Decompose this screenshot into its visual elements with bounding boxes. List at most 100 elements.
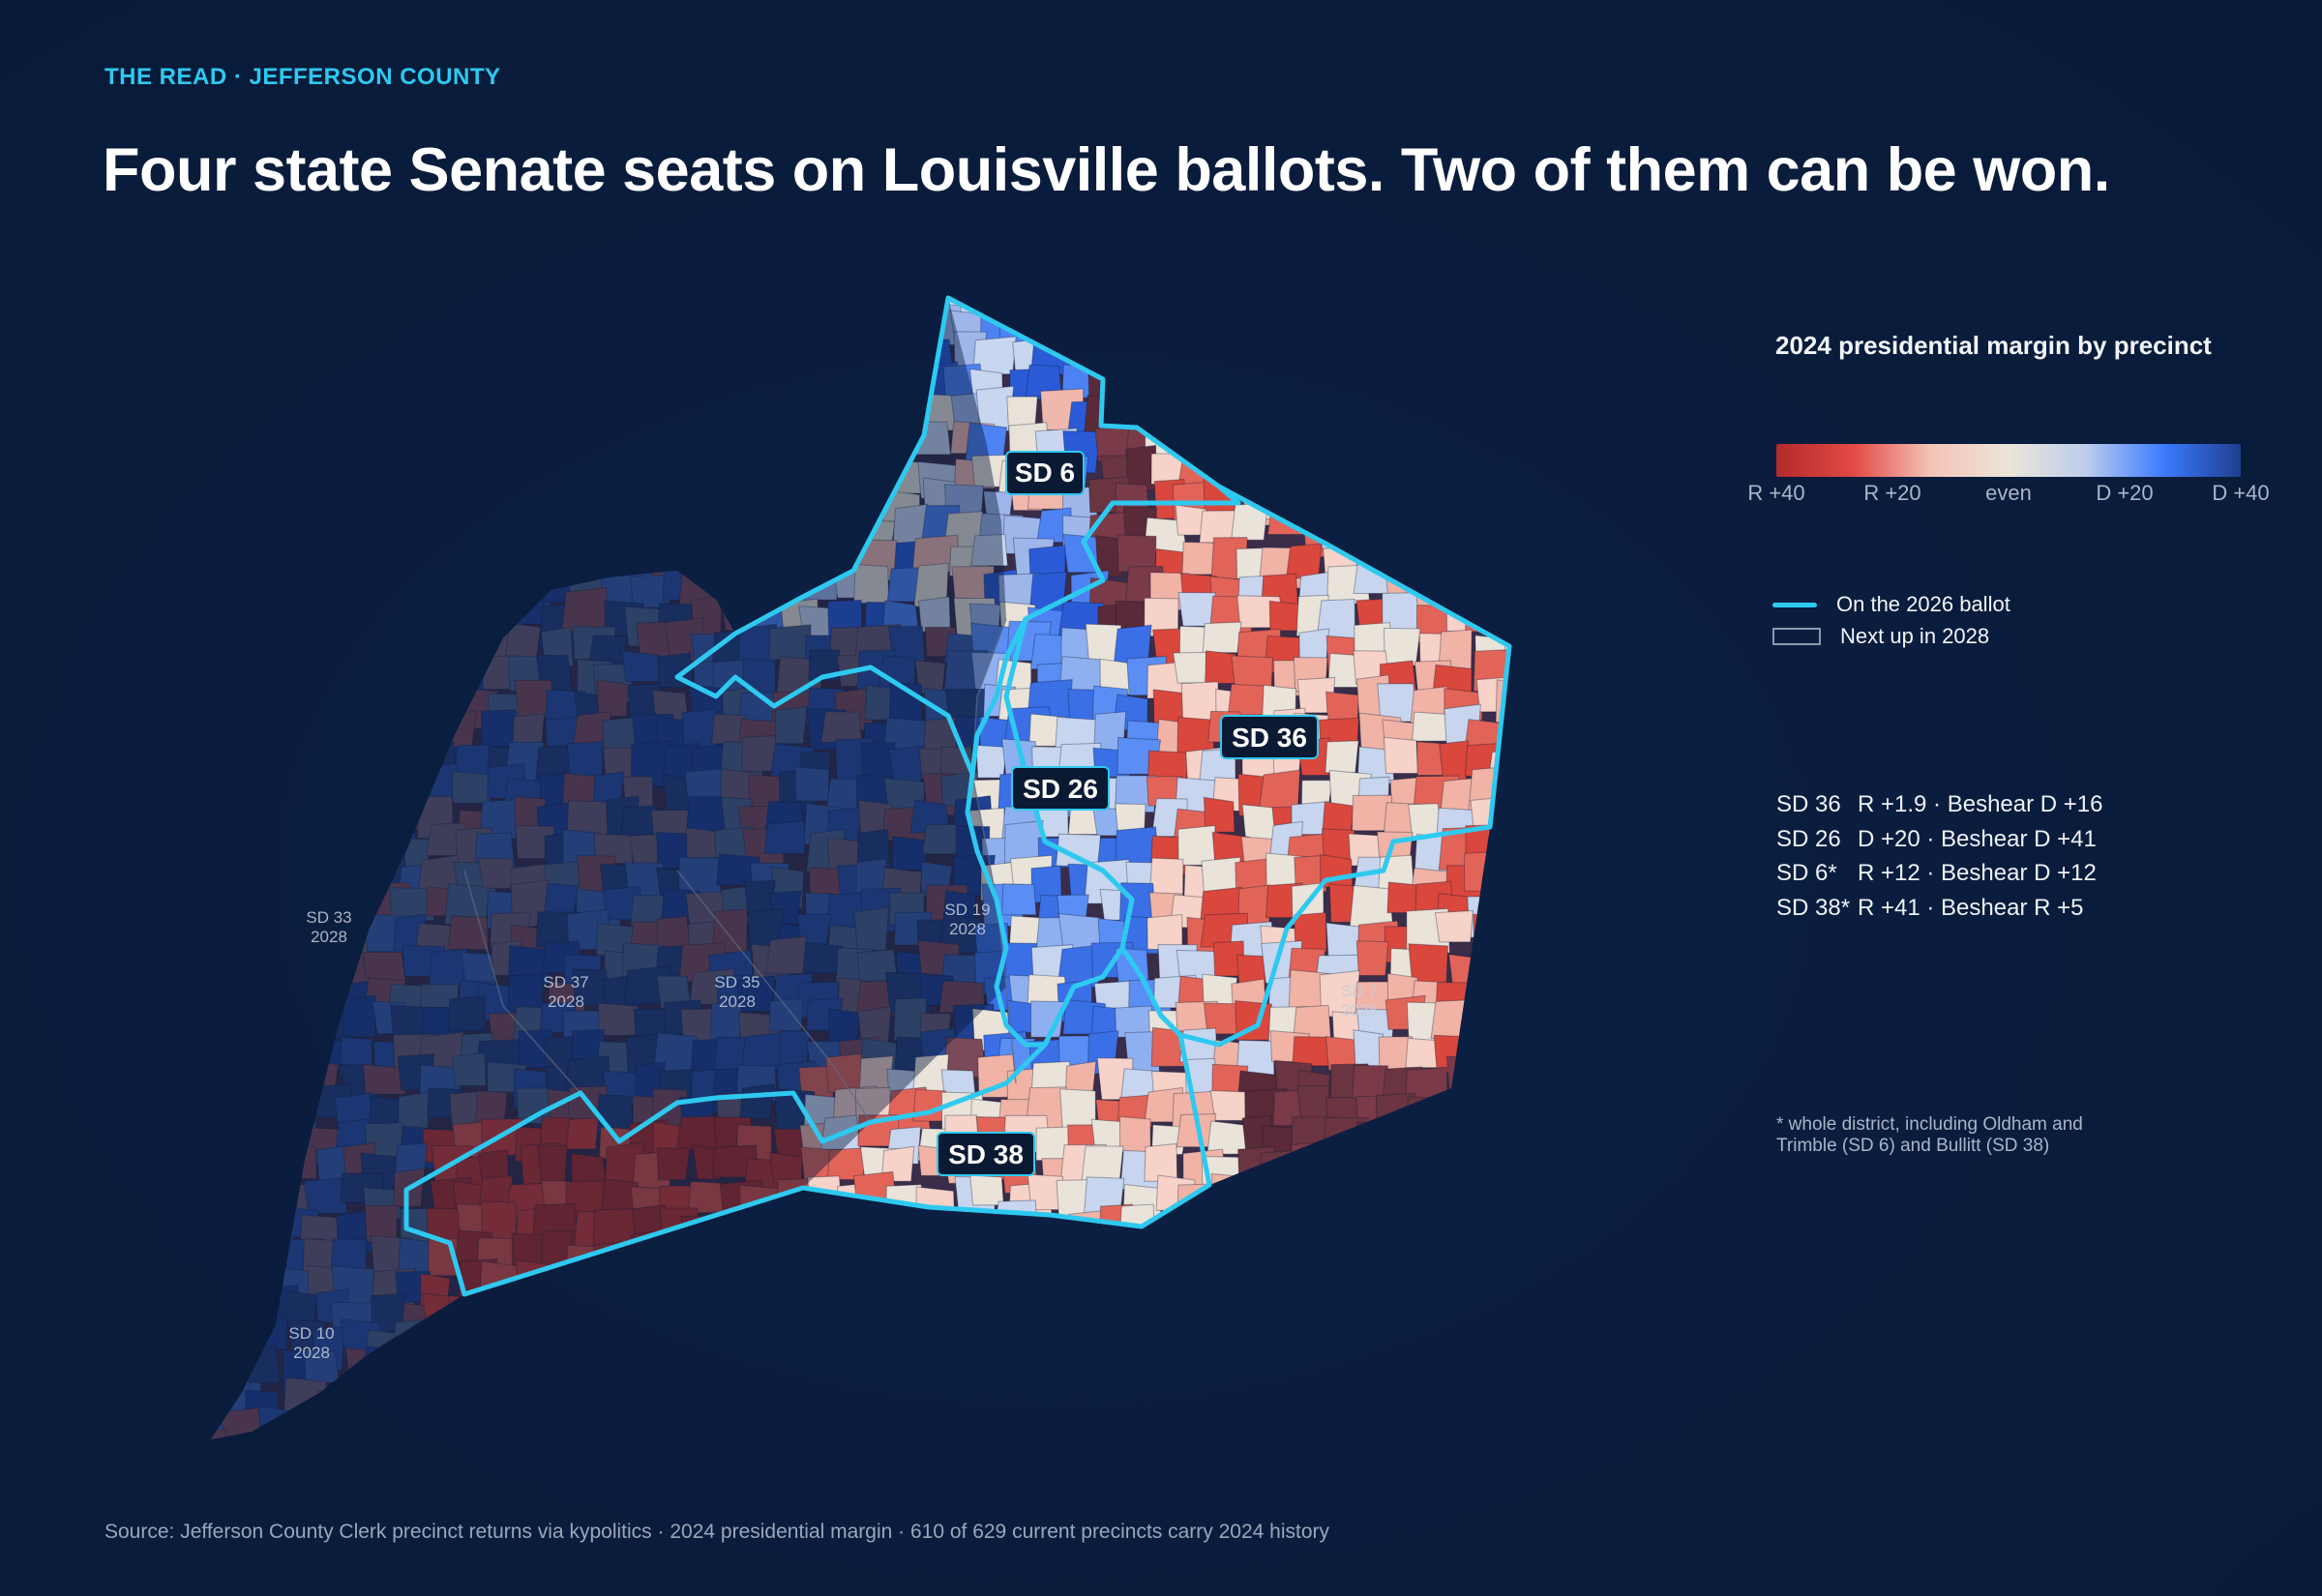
precinct-cell [684,1296,724,1330]
sd-26-label: SD 26 [1023,774,1098,804]
precinct-cell [790,336,839,374]
precinct-cell [625,1297,664,1336]
sd-37-year: 2028 [548,992,584,1011]
precinct-cell [476,1407,514,1439]
precinct-cell [831,1413,864,1439]
stat-district: SD 38* [1776,894,1851,921]
precinct-cell [219,1146,260,1193]
precinct-cell [1430,999,1474,1040]
precinct-cell [372,665,411,701]
precinct-cell [1505,979,1509,1015]
precinct-cell [1088,1244,1122,1283]
precinct-cell [1288,428,1332,461]
district-label-sd-36[interactable]: SD 36 [1220,715,1319,759]
precinct-cell [1378,1378,1410,1417]
precinct-cell [360,415,401,460]
precinct-cell [256,711,293,754]
precinct-cell [220,542,258,573]
precinct-cell [1206,1433,1252,1439]
precinct-cell [1198,1389,1244,1427]
precinct-cell [1332,1446,1372,1475]
precinct-cell [1502,1297,1509,1331]
district-label-sd-26[interactable]: SD 26 [1011,766,1110,811]
precinct-cell [661,339,705,381]
precinct-cell [686,298,720,315]
precinct-cell [1469,518,1509,560]
precinct-cell [306,489,345,525]
precinct-cell [1036,1230,1069,1265]
precinct-cell [1088,1291,1125,1329]
precinct-cell [488,1434,526,1439]
precinct-cell [516,298,560,309]
precinct-cell [476,459,522,493]
precinct-cell [340,626,379,665]
precinct-cell [1071,1272,1112,1313]
precinct-cell [1206,1269,1247,1304]
precinct-cell [1347,310,1384,343]
precinct-cell [711,399,747,439]
precinct-cell [1289,402,1330,438]
precinct-cell [1463,1228,1502,1263]
precinct-cell [329,547,380,585]
precinct-cell [1093,1444,1133,1484]
precinct-cell [773,1272,816,1313]
precinct-cell [1328,1182,1362,1230]
precinct-cell [565,1117,600,1150]
precinct-cell [682,369,730,416]
precinct-cell [800,430,841,462]
precinct-cell [830,486,867,521]
precinct-cell [481,363,521,397]
precinct-cell [299,663,341,696]
precinct-cell [1070,1435,1109,1439]
precinct-cell [211,315,239,348]
precinct-cell [713,1227,749,1267]
headline: Four state Senate seats on Louisville ba… [103,136,2110,204]
precinct-cell [1382,388,1421,425]
precinct-cell [828,1266,871,1307]
precinct-cell [389,887,435,922]
precinct-cell [309,540,350,576]
precinct-cell [386,604,426,637]
precinct-cell [252,447,295,491]
precinct-cell [1495,1327,1509,1365]
precinct-cell [1006,1232,1053,1270]
precinct-cell [211,1184,233,1219]
precinct-cell [1295,1269,1331,1310]
precinct-cell [1011,1329,1053,1363]
precinct-cell [1500,942,1509,977]
precinct-cell [1295,359,1342,404]
precinct-cell [365,708,408,749]
precinct-cell [600,298,640,318]
precinct-cell [1265,1240,1300,1276]
precinct-cell [1157,1418,1189,1439]
precinct-cell [917,1327,959,1367]
precinct-cell [1058,298,1093,312]
precinct-cell [1125,298,1166,326]
precinct-cell [359,802,405,834]
precinct-cell [1263,1347,1303,1389]
precinct-cell [211,1269,239,1307]
precinct-cell [605,1315,642,1350]
precinct-cell [1374,516,1419,555]
precinct-cell [284,298,330,321]
district-label-sd-38[interactable]: SD 38 [937,1132,1035,1176]
precinct-cell [1087,1322,1125,1354]
precinct-cell [1206,298,1244,316]
ramp-label-d40: D +40 [2212,481,2270,505]
precinct-cell [605,313,639,352]
precinct-cell [1463,453,1503,490]
precinct-cell [459,449,495,488]
precinct-cell [366,564,414,599]
district-label-sd-6[interactable]: SD 6 [1005,451,1085,495]
precinct-cell [744,1229,781,1272]
precinct-cell [821,362,863,398]
precinct-cell [860,1436,902,1439]
footnote: * whole district, including Oldham and T… [1776,1114,2083,1156]
precinct-cell [1439,575,1482,610]
precinct-cell [307,334,342,366]
precinct-cell [1432,458,1477,495]
precinct-cell [211,632,236,676]
precinct-cell [253,1027,301,1074]
precinct-cell [1322,1375,1372,1416]
precinct-cell [360,1404,392,1439]
